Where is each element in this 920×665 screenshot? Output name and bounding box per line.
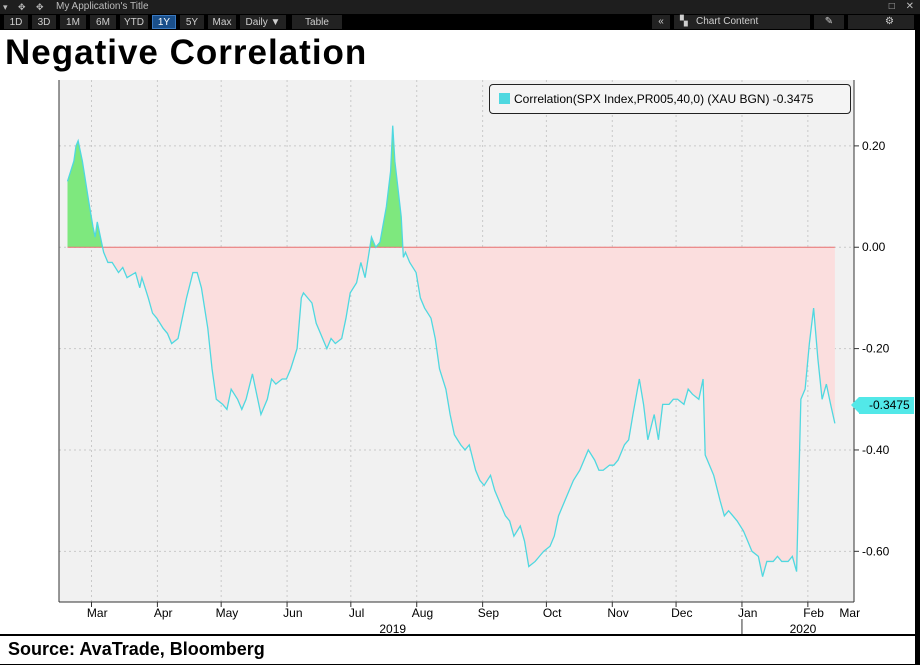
chart-content-icon: ▚ (680, 16, 688, 27)
y-tick-label: 0.20 (862, 139, 886, 153)
positive-area (369, 125, 403, 248)
y-tick-label: -0.40 (862, 443, 890, 457)
x-tick-label: Sep (478, 606, 500, 620)
x-year-label: 2020 (790, 622, 817, 634)
positive-area (67, 140, 103, 248)
period-dropdown[interactable]: Daily ▼ (240, 15, 286, 29)
x-tick-label: Apr (154, 606, 173, 620)
window-menu-icon[interactable]: ▾ ✥ ✥ (3, 2, 48, 12)
app-title: My Application's Title (56, 1, 149, 12)
x-year-label: 2019 (379, 622, 406, 634)
range-1m-button[interactable]: 1M (60, 15, 86, 29)
chart-legend[interactable]: Correlation(SPX Index,PR005,40,0) (XAU B… (489, 84, 851, 114)
range-5y-button[interactable]: 5Y (180, 15, 204, 29)
x-tick-label: Feb (803, 606, 824, 620)
table-button[interactable]: Table (292, 15, 342, 29)
source-banner: Source: AvaTrade, Bloomberg (0, 636, 915, 664)
range-3d-button[interactable]: 3D (32, 15, 56, 29)
range-ytd-button[interactable]: YTD (120, 15, 148, 29)
x-tick-label: Jan (738, 606, 757, 620)
app-titlebar: ▾ ✥ ✥ My Application's Title □ ✕ (0, 0, 920, 14)
x-tick-label: Mar (87, 606, 108, 620)
x-tick-label: May (216, 606, 239, 620)
x-tick-label: Aug (412, 606, 433, 620)
close-icon[interactable]: ✕ (905, 1, 914, 12)
gear-icon[interactable]: ⚙ (848, 15, 914, 29)
toolbar: 1D 3D 1M 6M YTD 1Y 5Y Max Daily ▼ Table … (0, 14, 920, 30)
range-6m-button[interactable]: 6M (90, 15, 116, 29)
chart-content-label: Chart Content (696, 16, 759, 27)
y-tick-label: -0.20 (862, 342, 890, 356)
x-tick-label: Jun (283, 606, 302, 620)
y-tick-label: 0.00 (862, 240, 886, 254)
legend-text: Correlation(SPX Index,PR005,40,0) (XAU B… (514, 92, 814, 106)
pencil-icon[interactable]: ✎ (814, 15, 844, 29)
x-tick-label: Dec (671, 606, 692, 620)
range-max-button[interactable]: Max (208, 15, 236, 29)
legend-swatch (499, 93, 510, 104)
negative-area (102, 247, 370, 415)
maximize-icon[interactable]: □ (888, 1, 895, 12)
x-tick-label: Nov (607, 606, 628, 620)
correlation-chart: 0.20 0.00 -0.20 -0.40 -0.60 Mar Apr May Jun Jul A… (58, 80, 890, 634)
correlation-line (66, 125, 836, 577)
range-1y-button[interactable]: 1Y (152, 15, 176, 29)
range-1d-button[interactable]: 1D (4, 15, 28, 29)
chart-content-button[interactable]: ▚ Chart Content (674, 15, 810, 29)
x-tick-label: Oct (543, 606, 562, 620)
page-title: Negative Correlation (5, 33, 368, 72)
source-text: Source: AvaTrade, Bloomberg (8, 639, 265, 659)
title-banner: Negative Correlation (0, 30, 915, 78)
collapse-icon[interactable]: « (652, 15, 670, 29)
last-value-tag: -0.3475 (851, 397, 914, 414)
x-tick-label: Jul (349, 606, 364, 620)
negative-area (402, 247, 835, 577)
chart-panel: 0.20 0.00 -0.20 -0.40 -0.60 Mar Apr May Jun Jul A… (0, 78, 915, 634)
x-tick-label: Mar (839, 606, 860, 620)
y-tick-label: -0.60 (862, 544, 890, 558)
